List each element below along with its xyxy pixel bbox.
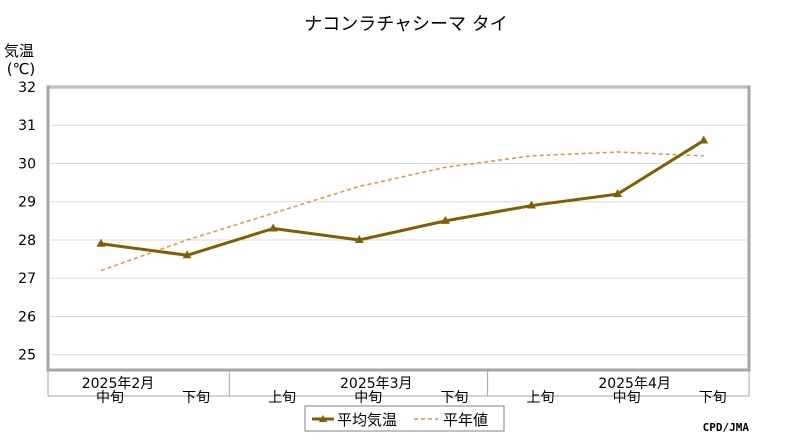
avg-point [182, 250, 192, 259]
avg-point [613, 189, 623, 198]
y-tick-label: 27 [18, 271, 36, 287]
normal-series-line [100, 151, 704, 272]
month-label: 2025年2月 [82, 376, 155, 392]
series-layer [96, 135, 709, 272]
legend-box [304, 405, 505, 432]
y-tick-label: 32 [18, 80, 36, 96]
plot-frame [46, 85, 751, 372]
x-tick-label: 下旬 [699, 390, 727, 406]
x-tick-label: 下旬 [440, 390, 468, 406]
x-tick-label: 中旬 [96, 390, 124, 406]
credit-label: CPD/JMA [703, 421, 750, 434]
x-tick-label: 上旬 [527, 390, 555, 406]
avg-point [699, 135, 709, 144]
y-tick-label: 25 [18, 348, 36, 364]
y-axis-label-line1: 気温 [4, 42, 34, 60]
y-tick-label: 29 [18, 195, 36, 211]
y-tick-label: 31 [18, 118, 36, 134]
avg-point [354, 234, 364, 243]
avg-point [96, 238, 106, 247]
x-tick-label: 下旬 [182, 390, 210, 406]
y-tick-label: 28 [18, 233, 36, 249]
avg-series-line [100, 139, 705, 257]
y-axis-label-line2: (℃) [7, 60, 36, 78]
month-label: 2025年3月 [340, 376, 413, 392]
avg-point [268, 223, 278, 232]
legend: 平均気温 平年値 [304, 405, 505, 432]
y-tick-label: 26 [18, 309, 36, 325]
month-label: 2025年4月 [598, 376, 671, 392]
x-tick-label: 中旬 [354, 390, 382, 406]
avg-point [527, 200, 536, 209]
legend-normal-label: 平年値 [443, 411, 488, 429]
x-tick-label: 上旬 [268, 390, 296, 406]
grid-lines [50, 86, 747, 396]
legend-avg-marker [319, 415, 327, 422]
y-tick-labels: 25 26 27 28 29 30 31 32 [18, 80, 36, 364]
legend-avg-label: 平均気温 [337, 411, 397, 429]
avg-point [440, 215, 450, 224]
x-tick-label: 中旬 [613, 390, 641, 406]
y-tick-label: 30 [18, 156, 36, 172]
chart-title: ナコンラチャシーマ タイ [304, 14, 508, 35]
